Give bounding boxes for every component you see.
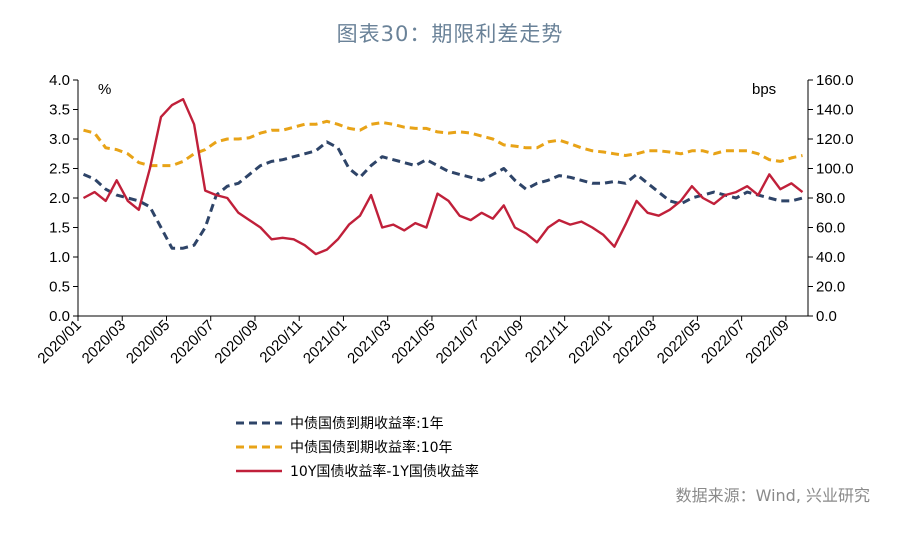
left-axis-tick-label: 1.5 [49, 220, 70, 237]
x-axis-tick-label: 2022/03 [610, 317, 660, 367]
right-axis-tick-label: 20.0 [816, 279, 845, 296]
right-axis-tick-label: 120.0 [816, 131, 854, 148]
legend-label: 中债国债到期收益率:1年 [290, 415, 444, 432]
left-axis-tick-label: 1.0 [49, 249, 70, 266]
left-axis-tick-label: 3.0 [49, 131, 70, 148]
right-axis-tick-label: 40.0 [816, 249, 845, 266]
series-layer [82, 98, 804, 256]
right-axis-tick-label: 80.0 [816, 190, 845, 207]
right-axis-tick-label: 140.0 [816, 102, 854, 119]
left-axis-tick-label: 4.0 [49, 72, 70, 89]
left-axis-unit: % [98, 81, 111, 98]
right-axis-tick-label: 60.0 [816, 220, 845, 237]
right-axis-tick-label: 0.0 [816, 308, 837, 325]
x-axis-tick-label: 2022/01 [565, 317, 615, 367]
chart-title: 图表30：期限利差走势 [336, 22, 564, 46]
legend-label: 10Y国债收益率-1Y国债收益率 [290, 463, 479, 480]
axes [73, 79, 813, 321]
source-note: 数据来源：Wind, 兴业研究 [675, 486, 870, 505]
left-axis-tick-label: 3.5 [49, 102, 70, 119]
x-axis-tick-label: 2022/09 [742, 317, 792, 367]
series-line-3 [82, 98, 804, 256]
left-axis-tick-label: 2.5 [49, 161, 70, 178]
x-axis-tick-label: 2021/05 [388, 317, 438, 367]
x-axis-tick-label: 2020/07 [167, 317, 217, 367]
left-axis-tick-label: 2.0 [49, 190, 70, 207]
x-axis-tick-label: 2022/07 [698, 317, 748, 367]
x-axis-tick-label: 2021/03 [344, 317, 394, 367]
right-axis-tick-label: 100.0 [816, 161, 854, 178]
x-axis-tick-label: 2020/11 [256, 317, 306, 367]
tick-labels: 0.0 0.5 1.0 1.5 2.0 2.5 3.0 3.5 4.0 0.0 20.0 40.0 60… [34, 72, 853, 367]
right-axis-tick-label: 160.0 [816, 72, 854, 89]
x-axis-tick-label: 2021/09 [477, 317, 527, 367]
x-axis-tick-label: 2020/03 [79, 317, 129, 367]
series-line-1 [82, 140, 803, 250]
left-axis-tick-label: 0.0 [49, 308, 70, 325]
x-axis-tick-label: 2021/11 [522, 317, 572, 367]
left-axis-tick-label: 0.5 [49, 279, 70, 296]
x-axis-tick-label: 2021/07 [433, 317, 483, 367]
x-axis-tick-label: 2021/01 [300, 317, 350, 367]
x-axis-tick-label: 2020/09 [211, 317, 261, 367]
series-line-2 [83, 119, 803, 168]
right-axis-unit: bps [752, 81, 776, 98]
x-axis-tick-label: 2022/05 [654, 317, 704, 367]
legend-label: 中债国债到期收益率:10年 [290, 439, 453, 456]
x-axis-tick-label: 2020/05 [123, 317, 173, 367]
